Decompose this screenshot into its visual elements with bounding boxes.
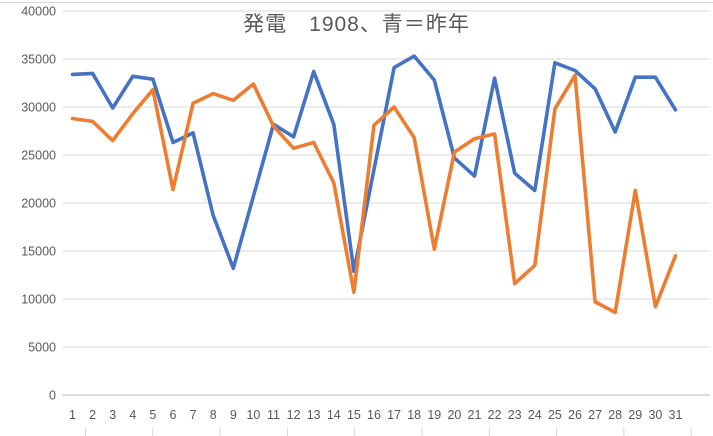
x-axis-tick-marks	[85, 427, 692, 436]
x-tick-label: 22	[488, 408, 502, 422]
x-tick-label: 11	[267, 408, 280, 422]
x-tick-label: 12	[287, 408, 301, 422]
x-tick-label: 3	[109, 408, 116, 422]
y-tick-label: 10000	[21, 293, 56, 307]
x-tick-label: 31	[669, 408, 683, 422]
x-tick-label: 14	[327, 408, 341, 422]
x-tick-label: 25	[548, 408, 562, 422]
y-tick-label: 40000	[21, 5, 56, 19]
y-tick-label: 20000	[21, 197, 56, 211]
x-tick-label: 23	[508, 408, 522, 422]
x-tick-label: 18	[407, 408, 421, 422]
x-axis-labels: 1 2 3 4 5 6 7 8 9 10 11 12 13 14 15 16 17 18 19 20 21 22 23 24 2…	[69, 408, 682, 422]
y-axis-labels: 0 5000 10000 15000 20000 25000 30000 35000 40000	[21, 5, 56, 403]
x-tick-label: 13	[307, 408, 321, 422]
y-tick-label: 30000	[21, 101, 56, 115]
x-tick-label: 30	[648, 408, 662, 422]
x-tick-label: 16	[367, 408, 381, 422]
x-tick-label: 29	[628, 408, 642, 422]
x-tick-label: 2	[89, 408, 96, 422]
series-line-blue	[70, 54, 678, 274]
x-tick-label: 20	[447, 408, 461, 422]
y-tick-label: 25000	[21, 149, 56, 163]
x-tick-label: 6	[170, 408, 177, 422]
series-line-orange	[70, 73, 678, 315]
y-tick-label: 35000	[21, 53, 56, 67]
y-tick-label: 15000	[21, 245, 56, 259]
gridlines	[62, 10, 710, 396]
chart-title: 発電 1908、青＝昨年	[243, 13, 470, 36]
x-tick-label: 5	[149, 408, 156, 422]
x-tick-label: 9	[230, 408, 237, 422]
x-tick-label: 21	[468, 408, 482, 422]
x-tick-label: 4	[129, 408, 136, 422]
x-tick-label: 26	[568, 408, 582, 422]
x-tick-label: 1	[69, 408, 76, 422]
x-tick-label: 8	[210, 408, 217, 422]
y-tick-label: 5000	[28, 341, 56, 355]
x-tick-label: 15	[347, 408, 361, 422]
x-tick-label: 7	[190, 408, 197, 422]
x-tick-label: 24	[528, 408, 542, 422]
y-tick-label: 0	[49, 389, 56, 403]
x-tick-label: 10	[246, 408, 260, 422]
x-tick-label: 27	[588, 408, 602, 422]
x-tick-label: 28	[608, 408, 622, 422]
chart-top-border	[0, 2, 713, 3]
x-tick-label: 19	[427, 408, 441, 422]
x-tick-label: 17	[387, 408, 401, 422]
